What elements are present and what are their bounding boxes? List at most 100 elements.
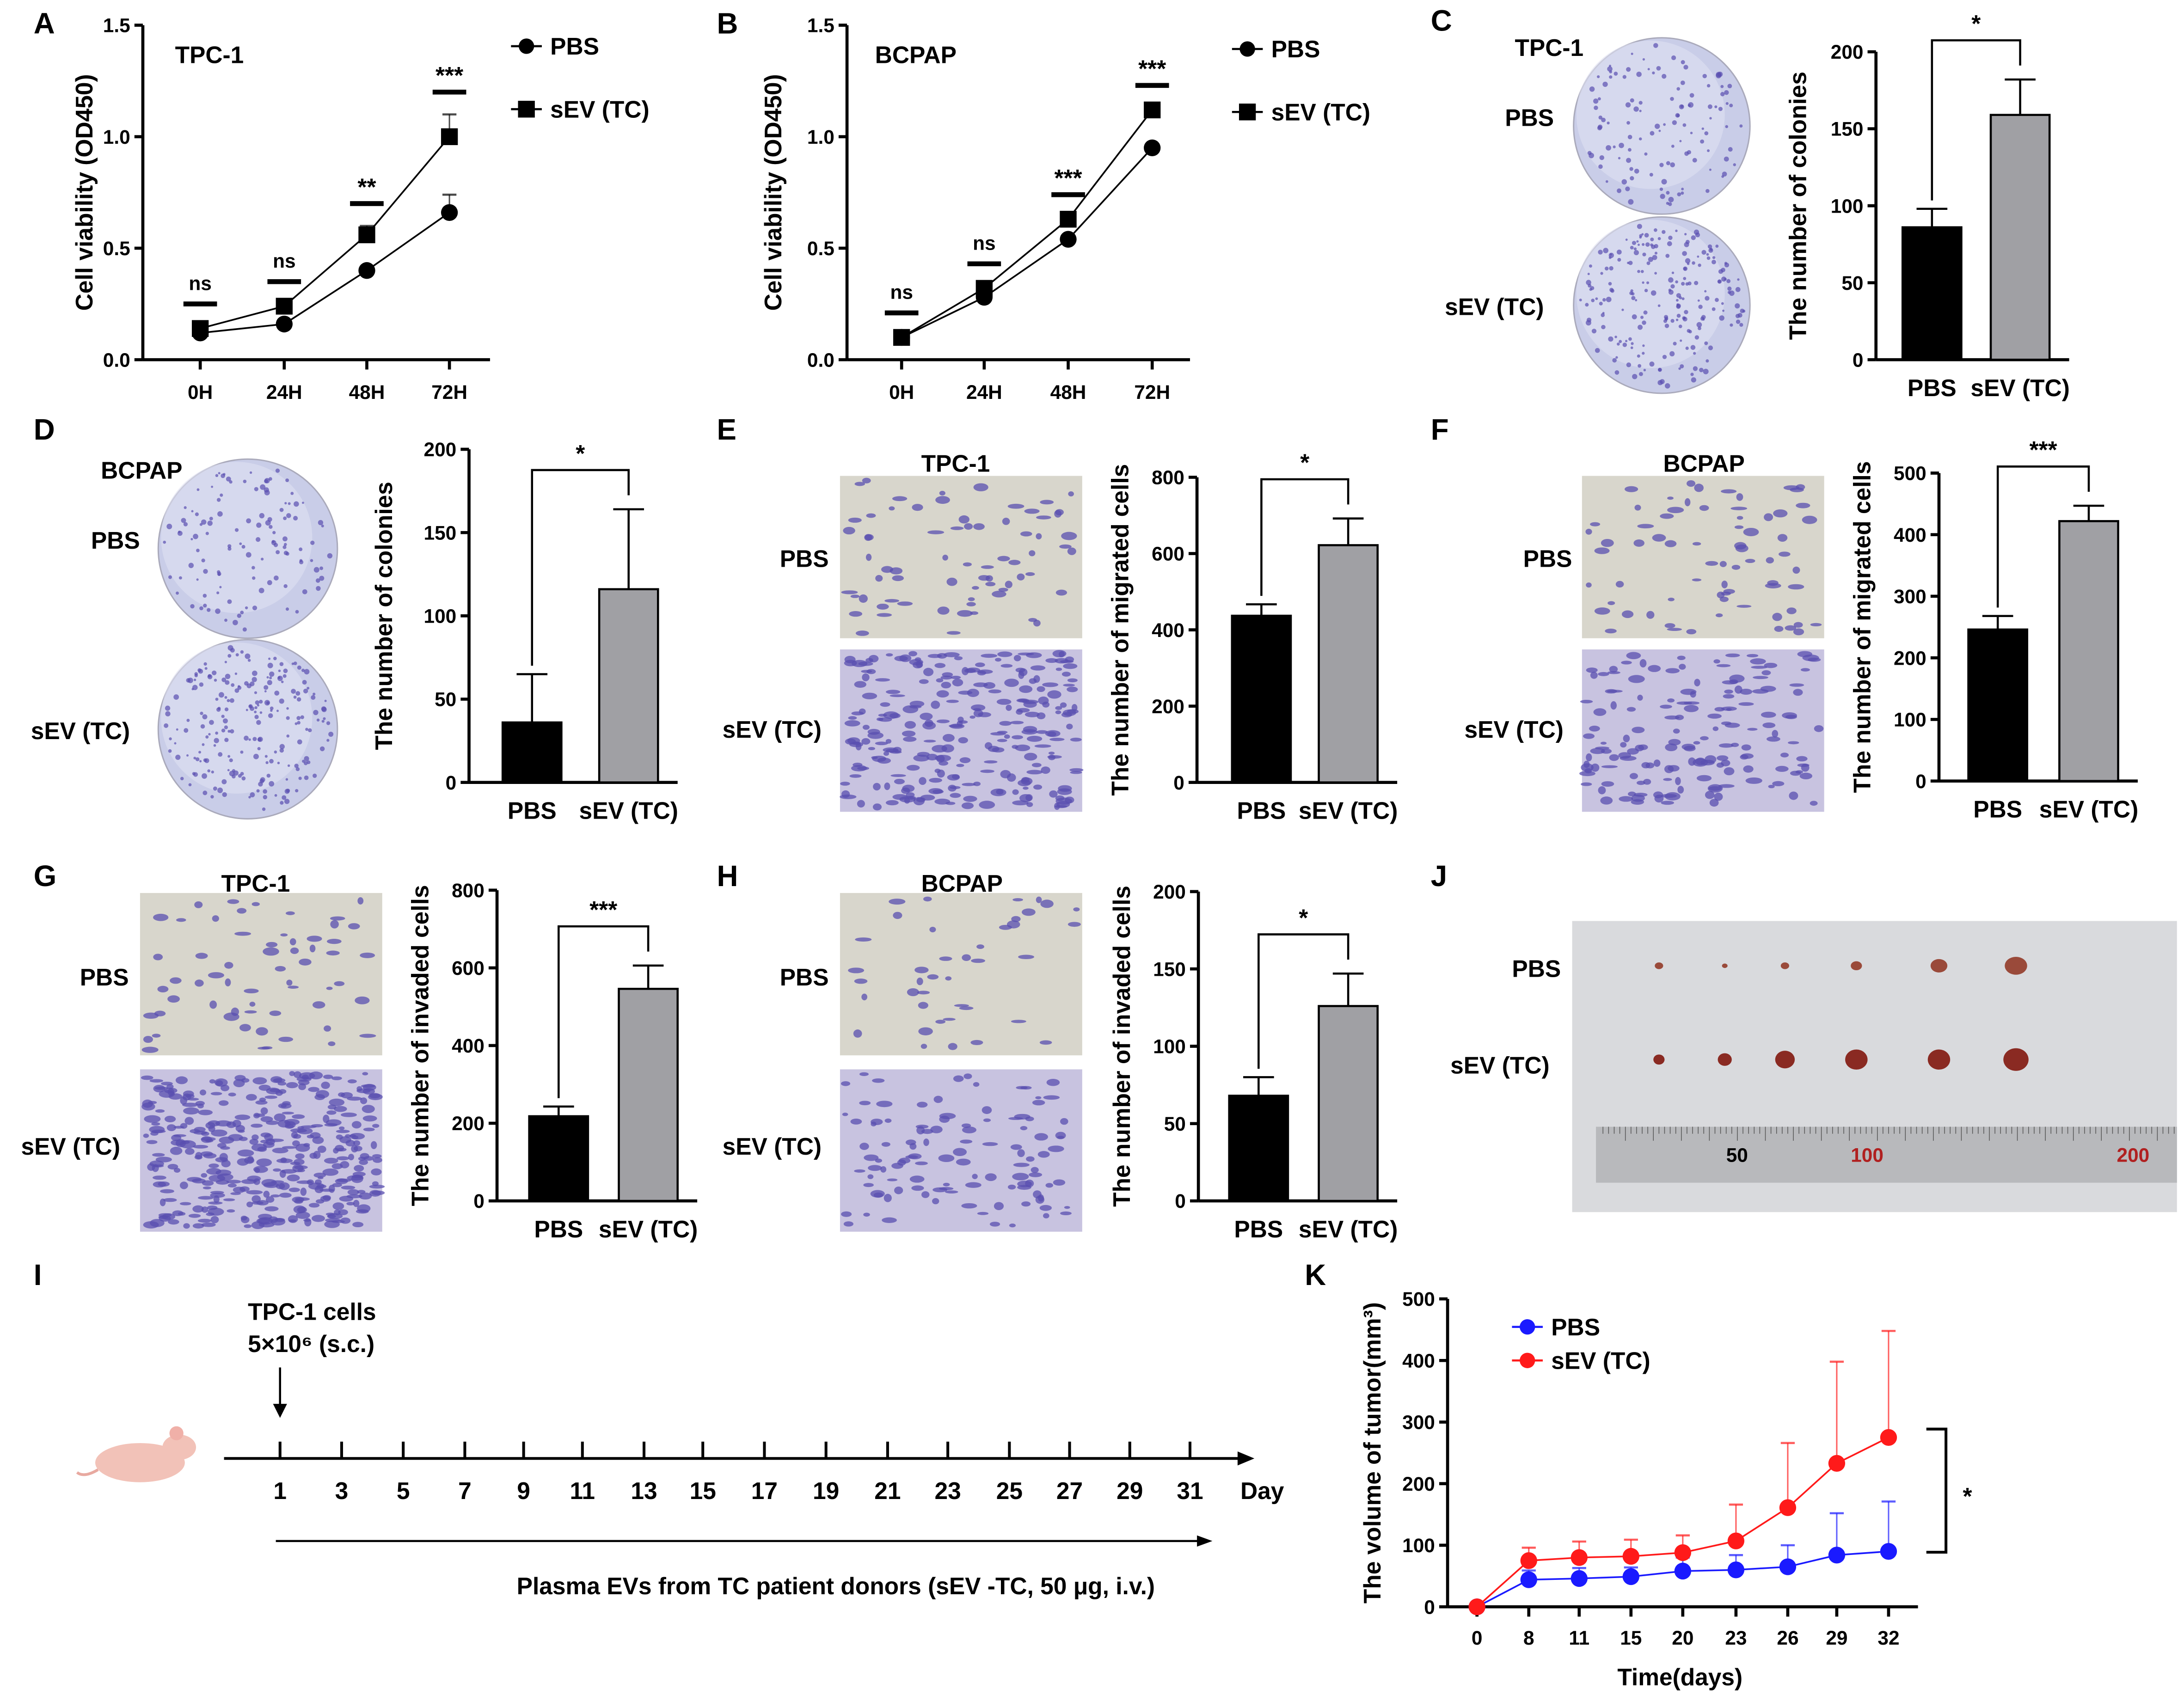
cell <box>854 979 868 984</box>
colony <box>1654 272 1657 275</box>
colony <box>1589 86 1595 92</box>
cell <box>363 1127 375 1132</box>
colony <box>276 710 279 712</box>
x-tick-label: sEV (TC) <box>599 1216 698 1242</box>
colony <box>299 560 304 564</box>
colony <box>1699 367 1704 373</box>
colony <box>319 566 323 570</box>
cell <box>870 1190 885 1198</box>
colony <box>1706 256 1711 260</box>
data-point-circle <box>1622 1568 1639 1585</box>
cell <box>1043 1213 1049 1218</box>
cell <box>877 758 891 764</box>
colony <box>240 611 244 615</box>
colony <box>224 618 227 622</box>
colony <box>224 661 227 663</box>
panel-letter-F: F <box>1431 413 1449 446</box>
cell <box>1015 667 1025 673</box>
x-tick-label: 26 <box>1777 1627 1798 1649</box>
colony <box>1653 228 1657 232</box>
bar-pbs <box>1231 614 1292 783</box>
cell <box>293 1071 302 1078</box>
cell <box>351 1175 363 1183</box>
cell <box>1768 784 1775 789</box>
colony <box>208 674 211 678</box>
ruler <box>1596 1126 2177 1183</box>
colony <box>264 487 269 493</box>
cell <box>360 952 375 958</box>
cell <box>170 977 182 984</box>
colony <box>1681 281 1685 286</box>
cell <box>1014 1114 1031 1120</box>
colony <box>1666 161 1670 165</box>
transwell-image <box>1582 476 1824 638</box>
colony <box>1607 122 1610 125</box>
colony <box>295 789 299 793</box>
colony <box>1725 125 1728 129</box>
y-tick-label: 50 <box>435 689 456 710</box>
colony <box>1684 233 1687 236</box>
colony <box>230 648 235 653</box>
colony <box>190 604 195 609</box>
colony <box>1702 73 1707 79</box>
colony <box>1657 380 1663 386</box>
colony <box>267 580 272 585</box>
colony <box>224 725 228 729</box>
colony <box>226 476 231 482</box>
cell <box>182 1102 198 1107</box>
colony <box>257 747 261 751</box>
colony <box>1675 299 1679 302</box>
colony <box>299 547 303 551</box>
cell <box>167 995 180 1003</box>
cell <box>1772 781 1785 786</box>
cell <box>1724 689 1733 694</box>
ruler-label: 200 <box>2117 1144 2150 1166</box>
colony <box>1675 280 1678 284</box>
colony <box>244 735 249 741</box>
colony <box>1701 127 1704 130</box>
colony <box>1601 117 1606 122</box>
cell <box>854 681 866 688</box>
cell <box>1601 748 1612 754</box>
cell <box>355 996 370 1004</box>
colony <box>200 711 203 715</box>
cell <box>868 1165 882 1171</box>
colony <box>199 760 202 763</box>
cell <box>1012 1173 1029 1181</box>
colony <box>1666 191 1670 195</box>
cell <box>320 1195 331 1202</box>
cell <box>999 721 1012 726</box>
day-label: 25 <box>996 1477 1023 1504</box>
x-tick-label: 20 <box>1672 1627 1693 1649</box>
cell <box>155 1109 165 1113</box>
day-label: 9 <box>517 1477 530 1504</box>
cell <box>1063 684 1075 687</box>
colony <box>256 522 262 528</box>
cell <box>1594 607 1610 615</box>
cell <box>1025 1179 1034 1187</box>
y-tick-label: 100 <box>1402 1535 1435 1556</box>
cell <box>1751 666 1768 669</box>
cell <box>362 1072 368 1076</box>
data-point-circle <box>1468 1598 1485 1615</box>
cell <box>1057 1136 1064 1139</box>
y-tick-label: 1.0 <box>103 126 130 148</box>
colony <box>218 692 224 698</box>
plate-highlight <box>161 642 313 794</box>
cell <box>278 1089 287 1094</box>
cell <box>959 757 971 763</box>
cell <box>1000 664 1013 668</box>
cell <box>1789 791 1798 800</box>
cell <box>1814 725 1824 732</box>
cell <box>887 1178 898 1181</box>
cell <box>916 1126 925 1135</box>
colony <box>1617 188 1622 193</box>
cell <box>348 1154 354 1161</box>
colony <box>1608 336 1613 342</box>
colony <box>1612 358 1617 363</box>
cell <box>1067 922 1081 927</box>
cell <box>868 747 875 751</box>
transwell-image <box>840 649 1084 812</box>
colony <box>1735 287 1741 292</box>
cell <box>1070 737 1082 742</box>
